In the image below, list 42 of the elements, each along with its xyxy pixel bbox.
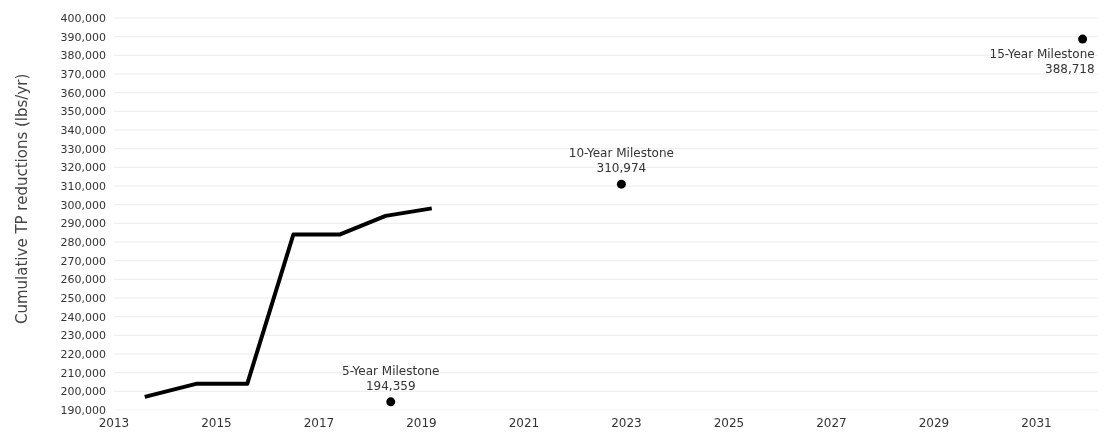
y-tick-label: 400,000 xyxy=(60,11,106,25)
x-tick-label: 2017 xyxy=(303,415,335,430)
x-tick-label: 2021 xyxy=(508,415,540,430)
x-tick-label: 2019 xyxy=(406,415,437,430)
y-tick-label: 290,000 xyxy=(60,217,106,231)
y-tick-label: 380,000 xyxy=(60,49,106,63)
y-tick-label: 250,000 xyxy=(60,291,106,305)
point xyxy=(616,179,626,189)
y-tick-label: 240,000 xyxy=(60,310,106,324)
x-tick-label: 2023 xyxy=(611,415,642,430)
point xyxy=(1078,34,1088,44)
annotation: 15-Year Milestone xyxy=(989,47,1095,62)
y-tick-label: 230,000 xyxy=(60,329,106,343)
y-tick-label: 370,000 xyxy=(60,67,106,81)
data-label: 310,974 xyxy=(596,161,647,176)
x-tick-label: 2029 xyxy=(918,415,950,430)
y-axis-title: Cumulative TP reductions (lbs/yr) xyxy=(13,73,32,324)
y-tick-label: 280,000 xyxy=(60,235,106,249)
y-tick-label: 220,000 xyxy=(60,347,106,361)
y-tick-label: 260,000 xyxy=(60,273,106,287)
x-tick-label: 2013 xyxy=(98,415,130,430)
x-tick-label: 2031 xyxy=(1021,415,1052,430)
y-tick-label: 210,000 xyxy=(60,366,106,380)
y-tick-label: 320,000 xyxy=(60,161,106,175)
y-tick-label: 300,000 xyxy=(60,198,106,212)
y-tick-label: 200,000 xyxy=(60,385,106,399)
point xyxy=(386,397,396,407)
x-tick-label: 2027 xyxy=(816,415,847,430)
annotation: 5-Year Milestone xyxy=(342,363,440,378)
x-tick-label: 2025 xyxy=(713,415,745,430)
y-tick-label: 310,000 xyxy=(60,179,106,193)
y-tick-label: 270,000 xyxy=(60,254,106,268)
annotation: 10-Year Milestone xyxy=(568,146,674,161)
y-tick-label: 360,000 xyxy=(60,86,106,100)
y-tick-label: 330,000 xyxy=(60,142,106,156)
x-tick-label: 2015 xyxy=(201,415,232,430)
y-tick-label: 390,000 xyxy=(60,30,106,44)
y-tick-label: 340,000 xyxy=(60,123,106,137)
y-tick-label: 350,000 xyxy=(60,105,106,119)
y-tick-label: 190,000 xyxy=(60,403,106,417)
data-label: 388,718 xyxy=(1045,62,1095,77)
data-label: 194,359 xyxy=(365,378,416,393)
